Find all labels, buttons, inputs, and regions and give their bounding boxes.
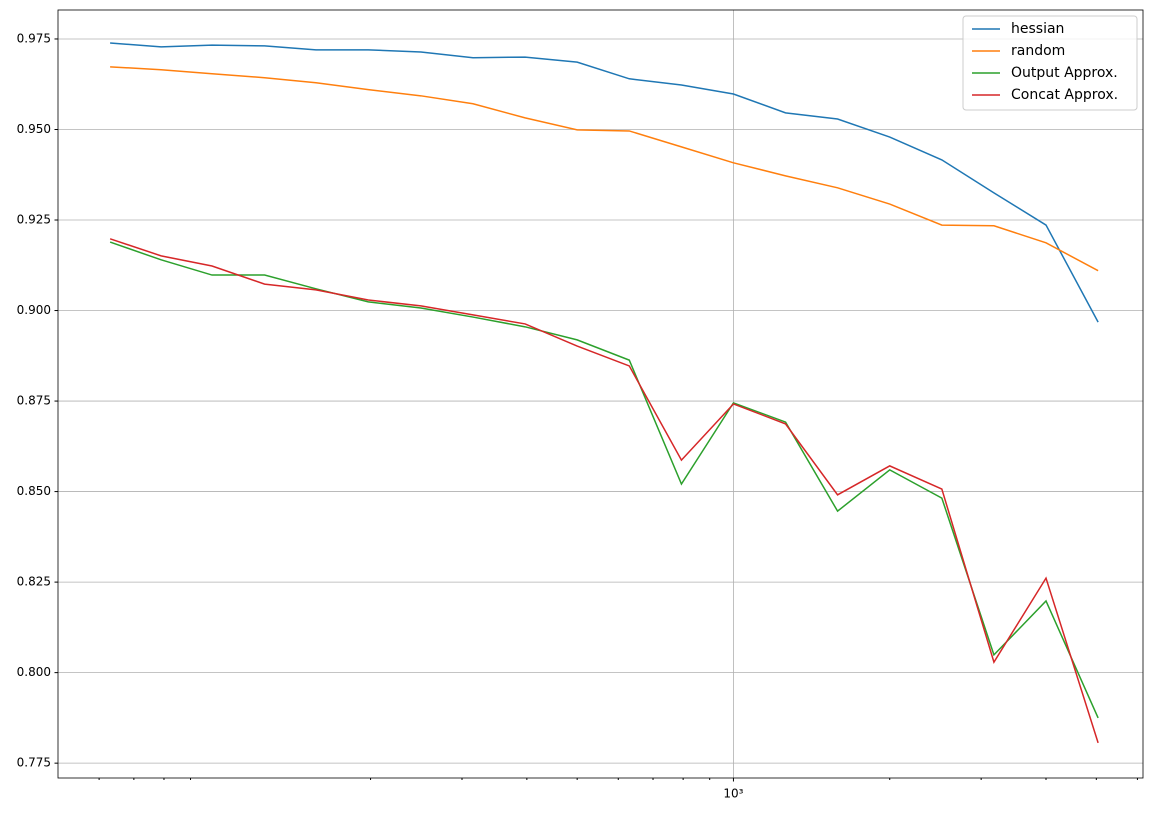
- y-tick-label: 0.900: [17, 303, 51, 317]
- line-series: [110, 42, 1099, 323]
- y-tick-label: 0.975: [17, 31, 51, 45]
- plot-frame: [57, 9, 1144, 779]
- legend-label: random: [1011, 43, 1065, 59]
- legend-label: Concat Approx.: [1011, 87, 1118, 103]
- line-series: [109, 238, 1099, 744]
- y-tick-label: 0.950: [17, 122, 51, 136]
- y-tick-label: 0.850: [17, 484, 51, 498]
- x-tick-label: 10³: [723, 787, 743, 801]
- line-series: [109, 241, 1099, 719]
- y-tick-label: 0.825: [17, 575, 51, 589]
- y-tick-label: 0.925: [17, 213, 51, 227]
- y-tick-label: 0.875: [17, 394, 51, 408]
- y-tick-label: 0.775: [17, 756, 51, 770]
- legend-label: hessian: [1011, 21, 1064, 37]
- line-series: [110, 66, 1099, 272]
- y-tick-label: 0.800: [17, 665, 51, 679]
- legend-box: [962, 15, 1138, 111]
- legend-label: Output Approx.: [1011, 65, 1118, 81]
